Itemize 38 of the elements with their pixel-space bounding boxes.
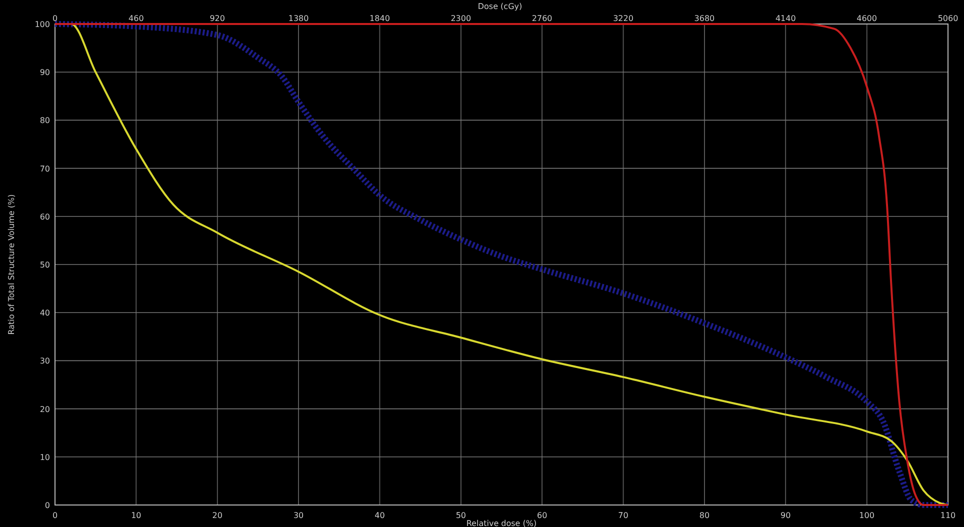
x2-tick-label: 2760	[532, 14, 552, 23]
x-axis-title: Relative dose (%)	[466, 519, 537, 527]
x2-tick-label: 4140	[775, 14, 796, 23]
y-tick-label: 30	[40, 356, 50, 366]
x-tick-label: 10	[131, 511, 142, 520]
x-tick-label: 60	[536, 511, 548, 520]
y-tick-label: 100	[34, 20, 50, 29]
x2-tick-label: 3220	[613, 14, 634, 23]
y-tick-label: 20	[40, 404, 50, 414]
x-tick-label: 40	[374, 511, 385, 520]
x2-tick-label: 920	[210, 14, 226, 23]
y-tick-label: 60	[40, 212, 50, 222]
x2-axis-title: Dose (cGy)	[478, 2, 522, 11]
x2-tick-label: 2300	[450, 14, 472, 23]
x-tick-label: 80	[699, 511, 710, 520]
y-tick-label: 90	[40, 68, 50, 78]
x-tick-label: 50	[456, 511, 466, 520]
x-tick-label: 70	[618, 511, 628, 520]
x2-tick-label: 460	[128, 14, 144, 23]
y-tick-label: 10	[40, 452, 50, 462]
x2-tick-label: 1380	[288, 14, 309, 23]
x2-tick-label: 3680	[694, 14, 715, 23]
x-tick-label: 100	[859, 511, 874, 520]
y-tick-label: 40	[40, 308, 50, 318]
x-tick-label: 30	[293, 511, 304, 520]
x-tick-label: 0	[52, 511, 58, 520]
y-tick-label: 70	[40, 164, 50, 174]
y-axis-title: Ratio of Total Structure Volume (%)	[7, 194, 16, 335]
x2-tick-label: 4600	[856, 14, 877, 23]
y-tick-label: 0	[44, 501, 50, 510]
x2-tick-label: 0	[52, 14, 58, 23]
x-tick-label: 110	[940, 511, 956, 520]
x-tick-label: 20	[212, 511, 222, 520]
x2-tick-label: 1840	[370, 14, 390, 23]
y-tick-label: 80	[40, 116, 50, 126]
x2-tick-label: 5060	[938, 14, 958, 23]
y-tick-label: 50	[40, 260, 50, 270]
x-tick-label: 90	[780, 511, 791, 520]
